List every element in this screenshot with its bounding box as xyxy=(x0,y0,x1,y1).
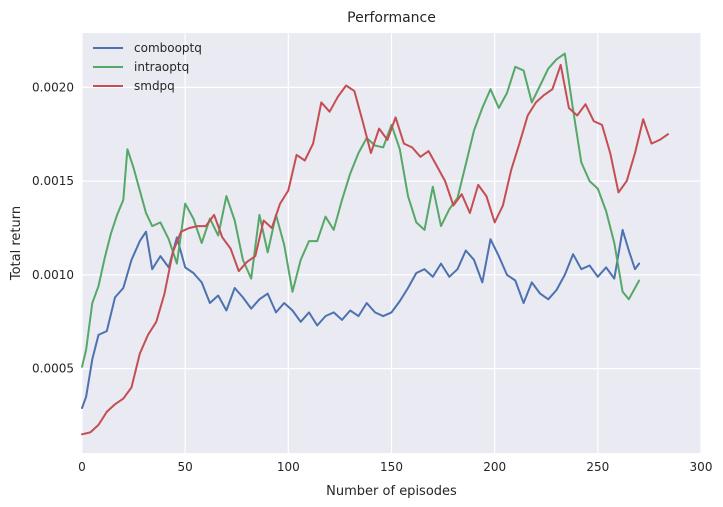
x-tick-label: 300 xyxy=(690,460,713,474)
x-tick-label: 250 xyxy=(586,460,609,474)
y-tick-labels: 0.0005 0.0010 0.0015 0.0020 xyxy=(32,80,74,375)
chart-title: Performance xyxy=(347,10,436,26)
legend-label-smdpq: smdpq xyxy=(134,79,175,93)
y-axis-label: Total return xyxy=(9,206,24,281)
x-tick-label: 0 xyxy=(78,460,86,474)
legend: combooptq intraoptq smdpq xyxy=(93,41,202,93)
series-lines xyxy=(81,52,669,436)
x-tick-label: 200 xyxy=(483,460,506,474)
series-line-smdpq xyxy=(81,63,669,436)
y-tick-label: 0.0020 xyxy=(32,80,74,94)
y-tick-label: 0.0015 xyxy=(32,174,74,188)
x-tick-label: 50 xyxy=(178,460,193,474)
y-tick-label: 0.0010 xyxy=(32,268,74,282)
grid-lines xyxy=(81,33,702,453)
x-tick-labels: 0 50 100 150 200 250 300 xyxy=(78,460,712,474)
x-tick-label: 100 xyxy=(277,460,300,474)
legend-label-combooptq: combooptq xyxy=(134,41,202,55)
x-axis-label: Number of episodes xyxy=(326,484,457,499)
legend-label-intraoptq: intraoptq xyxy=(134,60,189,74)
y-tick-label: 0.0005 xyxy=(32,362,74,376)
series-line-combooptq xyxy=(81,228,641,409)
x-tick-label: 150 xyxy=(380,460,403,474)
series-line-intraoptq xyxy=(81,52,641,368)
